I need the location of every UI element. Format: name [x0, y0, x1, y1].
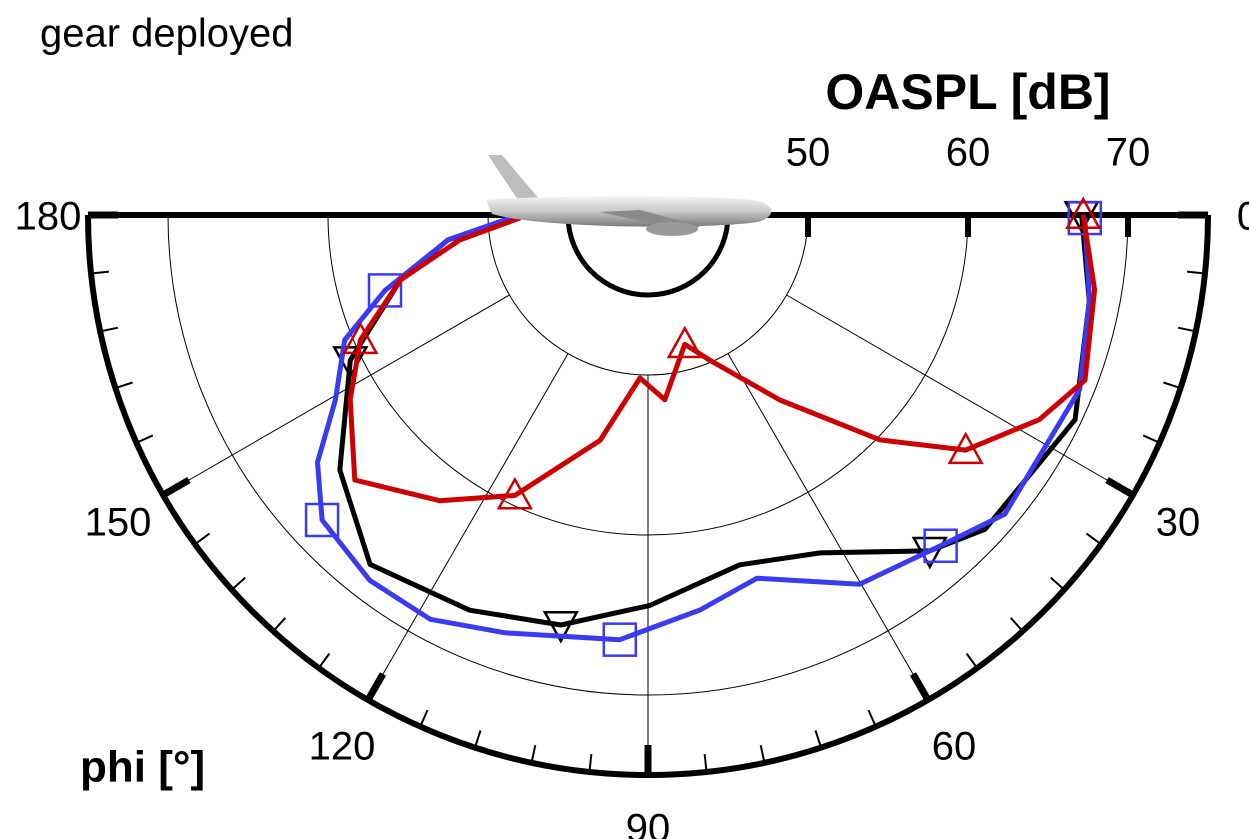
- radial-tick-label: 50: [786, 131, 831, 175]
- angle-tick-label: 90: [626, 807, 671, 839]
- angle-tick: [1107, 480, 1133, 495]
- angle-tick: [163, 480, 189, 495]
- grid-line: [728, 354, 928, 700]
- chart: 50 60 70 0 30 60 90 120 150 180 gear deployed OAS…: [0, 0, 1249, 839]
- angle-tick: [368, 674, 383, 700]
- angle-tick-label: 30: [1156, 501, 1201, 545]
- angle-tick: [913, 674, 928, 700]
- angle-tick-label: 120: [309, 725, 376, 769]
- series-line: [340, 215, 1090, 625]
- radial-axis-title: OASPL [dB]: [825, 64, 1110, 120]
- series-line: [350, 215, 1094, 501]
- plot-area: [306, 199, 1101, 656]
- angle-tick-label: 150: [85, 501, 152, 545]
- grid-line: [368, 354, 568, 700]
- page: {"chart_data": { "type": "polar", "title…: [0, 0, 1249, 839]
- airplane-tail: [488, 155, 540, 203]
- grid: 50 60 70 0 30 60 90 120 150 180: [15, 131, 1249, 839]
- airplane-engine: [646, 222, 698, 236]
- angle-tick-label: 180: [15, 195, 82, 239]
- radial-tick-label: 70: [1106, 131, 1151, 175]
- angle-tick-label: 60: [932, 725, 977, 769]
- airplane-icon: [486, 155, 771, 236]
- grid-line: [787, 295, 1133, 495]
- angle-axis-title: phi [°]: [80, 743, 205, 792]
- series-line: [318, 218, 1090, 640]
- radial-tick-label: 60: [946, 131, 991, 175]
- angle-tick-label: 0: [1237, 195, 1249, 239]
- chart-title: gear deployed: [40, 12, 294, 56]
